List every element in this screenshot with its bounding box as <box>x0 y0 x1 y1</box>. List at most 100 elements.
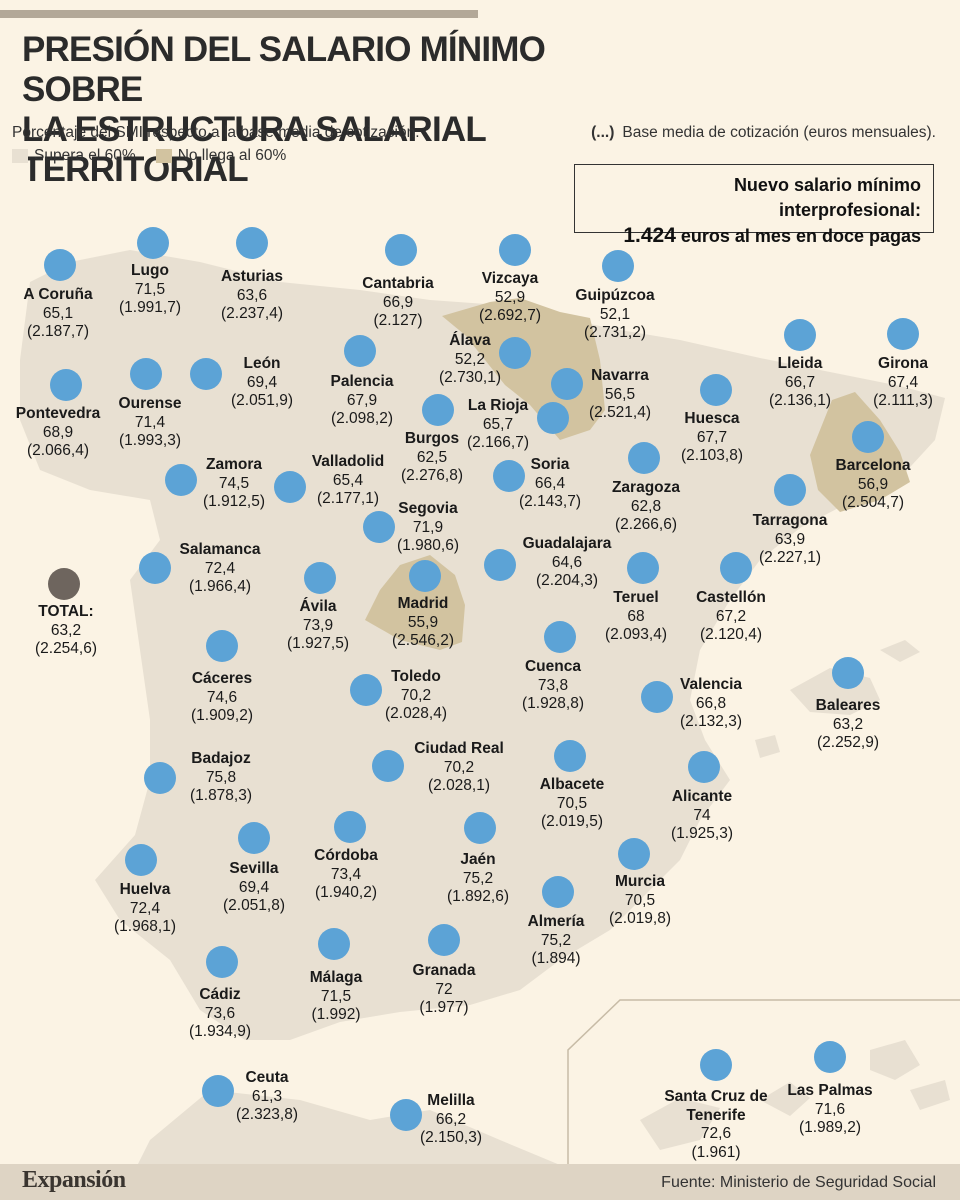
legend-label-above-60: Supera el 60% <box>34 147 136 164</box>
leon-base-salary: (2.051,9) <box>230 392 294 409</box>
valladolid-marker <box>274 471 306 503</box>
almeria-base-salary: (1.894) <box>531 950 581 967</box>
soria-marker <box>493 460 525 492</box>
zamora-label: Zamora 74,5 (1.912,5) <box>203 456 265 512</box>
zamora-base-salary: (1.912,5) <box>202 493 266 510</box>
palencia-label: Palencia 67,9 (2.098,2) <box>331 373 394 429</box>
barcelona-marker <box>852 421 884 453</box>
valencia-label: Valencia 66,8 (2.132,3) <box>680 676 742 732</box>
zamora-marker <box>165 464 197 496</box>
base-note-text: Base media de cotización (euros mensuale… <box>622 124 936 141</box>
santa-cruz-de-tenerife-marker <box>700 1049 732 1081</box>
guadalajara-base-salary: (2.204,3) <box>535 572 599 589</box>
segovia-base-salary: (1.980,6) <box>396 537 460 554</box>
navarra-base-salary: (2.521,4) <box>588 404 652 421</box>
navarra-percentage: 56,5 <box>604 385 636 403</box>
soria-base-salary: (2.143,7) <box>518 493 582 510</box>
la-rioja-base-salary: (2.166,7) <box>466 434 530 451</box>
top-rule <box>0 10 478 18</box>
teruel-base-salary: (2.093,4) <box>604 626 668 643</box>
ciudad-real-name: Ciudad Real <box>414 740 504 757</box>
tarragona-label: Tarragona 63,9 (2.227,1) <box>753 512 828 568</box>
lugo-base-salary: (1.991,7) <box>118 299 182 316</box>
legend-item-above-60: Supera el 60% <box>12 147 136 165</box>
santa-cruz-de-tenerife-base-salary: (1.961) <box>691 1143 741 1161</box>
almeria-marker <box>542 876 574 908</box>
guipuzcoa-base-salary: (2.731,2) <box>583 324 647 341</box>
baleares-marker <box>832 657 864 689</box>
lleida-percentage: 66,7 <box>784 373 816 391</box>
zaragoza-name: Zaragoza <box>611 479 681 496</box>
cordoba-base-salary: (1.940,2) <box>314 884 378 901</box>
la-rioja-percentage: 65,7 <box>482 415 514 433</box>
almeria-name: Almería <box>527 913 585 930</box>
girona-label: Girona 67,4 (2.111,3) <box>873 355 933 411</box>
pontevedra-name: Pontevedra <box>15 405 101 422</box>
cantabria-percentage: 66,9 <box>382 293 414 311</box>
toledo-marker <box>350 674 382 706</box>
avila-base-salary: (1.927,5) <box>286 635 350 652</box>
ceuta-label: Ceuta 61,3 (2.323,8) <box>236 1069 298 1125</box>
murcia-name: Murcia <box>615 873 665 890</box>
murcia-label: Murcia 70,5 (2.019,8) <box>609 873 671 929</box>
tarragona-name: Tarragona <box>752 512 828 529</box>
valladolid-base-salary: (2.177,1) <box>316 490 380 507</box>
castellon-base-salary: (2.120,4) <box>699 626 763 643</box>
palencia-base-salary: (2.098,2) <box>330 410 394 427</box>
alicante-label: Alicante 74 (1.925,3) <box>671 788 733 844</box>
lugo-percentage: 71,5 <box>134 280 166 298</box>
huelva-name: Huelva <box>119 881 171 898</box>
granada-percentage: 72 <box>435 980 453 998</box>
madrid-marker <box>409 560 441 592</box>
alicante-percentage: 74 <box>693 806 711 824</box>
navarra-label: Navarra 56,5 (2.521,4) <box>589 367 651 423</box>
total-base-salary: (2.254,6) <box>34 640 98 657</box>
leon-marker <box>190 358 222 390</box>
las-palmas-marker <box>814 1041 846 1073</box>
asturias-marker <box>236 227 268 259</box>
a-coruna-percentage: 65,1 <box>42 304 74 322</box>
subtitle: Porcentaje del SMI respecto a la base me… <box>12 124 420 141</box>
zamora-name: Zamora <box>205 456 262 473</box>
albacete-label: Albacete 70,5 (2.019,5) <box>540 776 605 832</box>
ourense-percentage: 71,4 <box>134 413 166 431</box>
soria-name: Soria <box>530 456 570 473</box>
caceres-base-salary: (1.909,2) <box>190 707 254 724</box>
toledo-base-salary: (2.028,4) <box>384 705 448 722</box>
castellon-percentage: 67,2 <box>715 607 747 625</box>
baleares-name: Baleares <box>815 697 881 714</box>
caceres-marker <box>206 630 238 662</box>
sevilla-percentage: 69,4 <box>238 878 270 896</box>
balearic-island-ibiza <box>755 735 780 758</box>
cuenca-name: Cuenca <box>524 658 581 675</box>
avila-name: Ávila <box>299 598 337 615</box>
palencia-name: Palencia <box>330 373 394 390</box>
zaragoza-base-salary: (2.266,6) <box>614 516 678 533</box>
tarragona-marker <box>774 474 806 506</box>
malaga-label: Málaga 71,5 (1.992) <box>310 969 363 1025</box>
tarragona-percentage: 63,9 <box>774 530 806 548</box>
almeria-label: Almería 75,2 (1.894) <box>528 913 585 969</box>
ourense-marker <box>130 358 162 390</box>
cadiz-percentage: 73,6 <box>204 1004 236 1022</box>
albacete-base-salary: (2.019,5) <box>540 813 604 830</box>
vizcaya-marker <box>499 234 531 266</box>
ciudad-real-base-salary: (2.028,1) <box>427 777 491 794</box>
lugo-label: Lugo 71,5 (1.991,7) <box>119 262 181 318</box>
granada-name: Granada <box>412 962 476 979</box>
burgos-marker <box>422 394 454 426</box>
tarragona-base-salary: (2.227,1) <box>758 549 822 566</box>
alicante-marker <box>688 751 720 783</box>
badajoz-name: Badajoz <box>191 750 251 767</box>
malaga-marker <box>318 928 350 960</box>
sevilla-base-salary: (2.051,8) <box>222 897 286 914</box>
cordoba-name: Córdoba <box>314 847 378 864</box>
salamanca-name: Salamanca <box>179 541 261 558</box>
baleares-percentage: 63,2 <box>832 715 864 733</box>
caceres-name: Cáceres <box>191 670 253 687</box>
legend-swatch-above-60 <box>12 149 28 163</box>
zaragoza-percentage: 62,8 <box>630 497 662 515</box>
soria-percentage: 66,4 <box>534 474 566 492</box>
albacete-percentage: 70,5 <box>556 794 588 812</box>
teruel-percentage: 68 <box>627 607 645 625</box>
